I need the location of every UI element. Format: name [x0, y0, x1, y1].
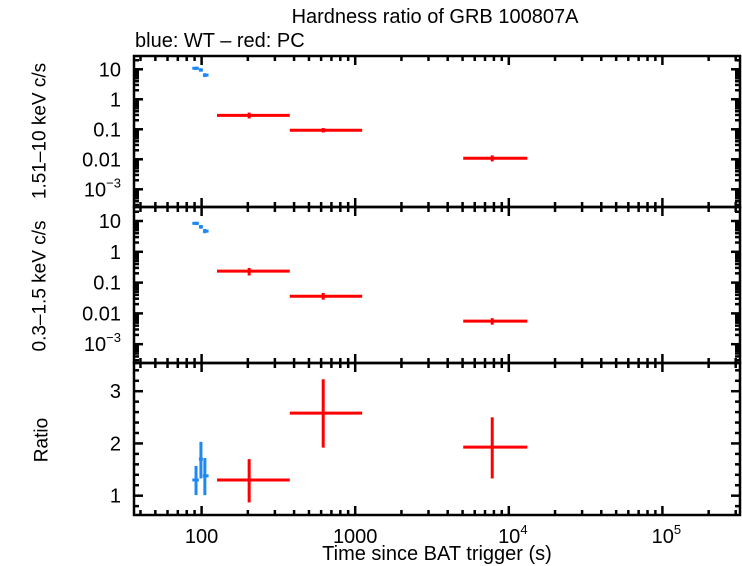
y-tick-label: 10−3 [84, 330, 121, 356]
y-axis-label-soft-band: 0.3–1.5 keV c/s [30, 221, 51, 352]
pc-data-point [217, 112, 290, 119]
x-tick-label-base: 10 [498, 526, 520, 548]
y-tick-label: 0.01 [82, 303, 121, 325]
pc-data-point [463, 417, 528, 479]
pc-data-point [463, 155, 528, 162]
panel-frame [132, 205, 742, 365]
y-tick-label-base: 0.1 [93, 119, 121, 141]
y-tick-label-base: 10 [99, 59, 121, 81]
wt-data-point [202, 229, 209, 234]
y-tick-labels: 1 2 3 [110, 381, 121, 507]
y-tick-label: 3 [110, 381, 121, 403]
y-tick-label-base: 10 [84, 179, 106, 201]
y-ticks [134, 58, 740, 207]
series-wt [192, 441, 209, 496]
x-axis-label: Time since BAT trigger (s) [322, 543, 552, 565]
x-tick-label-base: 100 [185, 526, 218, 548]
wt-data-point [192, 221, 199, 226]
wt-data-point [202, 458, 209, 496]
series-pc [217, 112, 528, 162]
y-tick-label-base: 0.01 [82, 149, 121, 171]
pc-data-point [463, 318, 528, 325]
y-tick-label-base: 0.1 [93, 273, 121, 295]
x-tick-labels: 100 1000 104 105 [185, 522, 681, 548]
y-tick-label-base: 0.01 [82, 303, 121, 325]
panel-frame [132, 361, 742, 517]
wt-data-point [198, 441, 203, 479]
x-tick-label-exponent: 4 [520, 522, 527, 537]
pc-data-point [217, 267, 290, 276]
y-tick-label-base: 10 [84, 334, 106, 356]
wt-data-point [198, 225, 203, 229]
wt-data-point [192, 66, 199, 70]
y-tick-label: 0.1 [93, 119, 121, 141]
y-tick-label: 10 [99, 59, 121, 81]
series-pc [217, 267, 528, 325]
y-tick-label-base: 10 [99, 211, 121, 233]
x-tick-label-base: 1000 [333, 526, 378, 548]
y-tick-label-base: 2 [110, 433, 121, 455]
chart-title: Hardness ratio of GRB 100807A [292, 6, 579, 28]
x-tick-label-base: 10 [652, 526, 674, 548]
y-tick-label-exponent: −3 [106, 175, 121, 190]
x-tick-label: 100 [185, 526, 218, 548]
y-tick-label: 2 [110, 433, 121, 455]
pc-data-point [289, 128, 363, 133]
y-tick-label-exponent: −3 [106, 330, 121, 345]
y-tick-label-base: 1 [110, 486, 121, 508]
x-ticks [139, 56, 737, 207]
y-tick-label-base: 1 [110, 242, 121, 264]
x-tick-label: 105 [652, 522, 681, 548]
y-tick-label-base: 1 [110, 89, 121, 111]
wt-data-point [192, 465, 199, 496]
y-tick-label: 1 [110, 242, 121, 264]
y-tick-label: 0.1 [93, 273, 121, 295]
panel-frame [132, 54, 742, 209]
y-tick-label: 10−3 [84, 175, 121, 201]
x-ticks [139, 207, 737, 363]
y-tick-label: 10 [99, 211, 121, 233]
wt-data-point [202, 73, 209, 78]
y-axis-label-ratio: Ratio [32, 418, 53, 462]
x-ticks [139, 363, 737, 515]
wt-data-point [198, 68, 203, 72]
y-tick-label: 0.01 [82, 149, 121, 171]
pc-data-point [289, 379, 363, 448]
chart-subtitle: blue: WT – red: PC [135, 30, 305, 52]
series-wt [192, 221, 209, 234]
y-tick-label-base: 3 [110, 381, 121, 403]
y-axis-label-hard-band: 1.51–10 keV c/s [30, 63, 51, 199]
y-tick-label: 1 [110, 486, 121, 508]
y-ticks [134, 210, 740, 362]
series-wt [192, 66, 209, 78]
pc-data-point [217, 459, 290, 503]
x-tick-label: 1000 [333, 526, 378, 548]
x-tick-label-exponent: 5 [674, 522, 681, 537]
series-pc [217, 379, 528, 503]
y-tick-label: 1 [110, 89, 121, 111]
x-tick-label: 104 [498, 522, 527, 548]
pc-data-point [289, 292, 363, 300]
y-ticks [134, 369, 740, 508]
